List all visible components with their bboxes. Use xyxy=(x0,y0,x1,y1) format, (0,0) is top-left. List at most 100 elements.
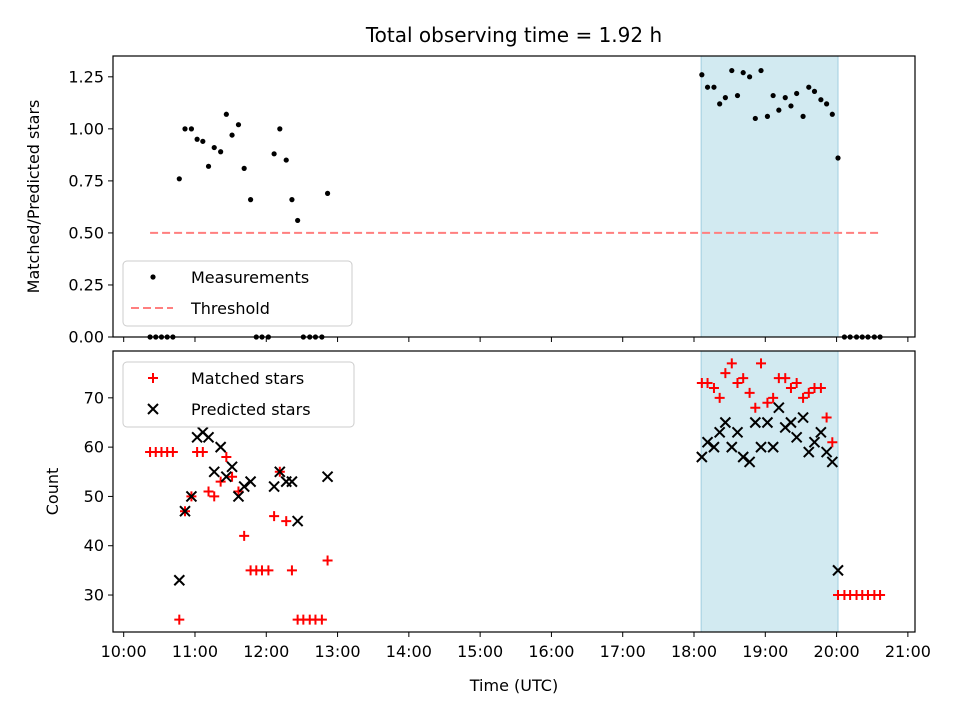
x-axis-label: Time (UTC) xyxy=(469,676,558,695)
predicted-stars-point xyxy=(797,411,809,424)
measurement-point xyxy=(211,144,217,151)
matched-stars-point xyxy=(744,387,755,398)
matched-stars-point xyxy=(827,437,838,448)
predicted-stars-point xyxy=(743,456,756,468)
predicted-stars-point xyxy=(773,401,785,414)
measurement-point xyxy=(188,126,195,132)
measurement-point xyxy=(194,136,200,142)
matched-stars-point xyxy=(768,392,779,403)
matched-stars-point xyxy=(720,368,731,379)
matched-stars-point xyxy=(209,491,220,502)
predicted-stars-point xyxy=(286,475,298,488)
matched-stars-point xyxy=(875,590,886,601)
axes-frame xyxy=(112,350,916,633)
predicted-stars-point xyxy=(761,416,774,429)
predicted-stars-point xyxy=(785,416,797,429)
matched-stars-point xyxy=(708,382,719,393)
matched-stars-point xyxy=(798,392,809,403)
y-tick-label: 1.25 xyxy=(68,67,104,86)
y-tick-label: 30 xyxy=(84,586,104,605)
legend-marker-predicted xyxy=(147,403,159,415)
measurement-point xyxy=(182,126,188,132)
measurement-point xyxy=(277,126,283,132)
predicted-stars-point xyxy=(202,431,215,443)
legend-marker-matched xyxy=(148,373,158,383)
chart-title: Total observing time = 1.92 h xyxy=(365,23,662,47)
matched-stars-point xyxy=(714,392,725,403)
legend-box xyxy=(122,260,353,327)
measurement-point xyxy=(324,190,331,196)
predicted-stars-point xyxy=(226,461,238,473)
matched-stars-point xyxy=(750,402,761,413)
measurement-point xyxy=(800,113,806,119)
measurement-point xyxy=(247,197,254,203)
legend-label: Threshold xyxy=(190,299,270,318)
matched-stars-point xyxy=(762,397,773,408)
y-axis-label: Matched/Predicted stars xyxy=(24,100,43,294)
y-tick-label: 50 xyxy=(84,487,104,506)
predicted-stars-point xyxy=(803,446,815,458)
predicted-stars-point xyxy=(826,456,839,468)
shaded-interval xyxy=(700,350,839,633)
predicted-stars-point xyxy=(708,441,720,453)
y-tick-label: 60 xyxy=(84,438,104,457)
predicted-stars-point xyxy=(731,426,744,439)
predicted-stars-point xyxy=(737,451,749,463)
x-tick-label: 13:00 xyxy=(315,642,361,661)
measurement-point xyxy=(782,95,788,101)
matched-stars-point xyxy=(227,471,238,482)
measurement-point xyxy=(835,155,841,161)
x-tick-label: 12:00 xyxy=(243,642,289,661)
measurement-point xyxy=(776,107,782,113)
predicted-stars-point xyxy=(719,416,732,429)
measurement-point xyxy=(229,132,235,138)
predicted-stars-point xyxy=(173,574,186,586)
measurement-point xyxy=(818,97,824,103)
matched-stars-point xyxy=(803,387,814,398)
matched-stars-point xyxy=(738,373,749,384)
x-tick-label: 11:00 xyxy=(172,642,218,661)
measurement-point xyxy=(283,157,289,163)
measurement-point xyxy=(176,176,182,182)
measurement-point xyxy=(824,101,830,107)
measurement-point xyxy=(829,111,835,117)
legend-label: Matched stars xyxy=(191,369,304,388)
x-tick-label: 10:00 xyxy=(101,642,147,661)
predicted-stars-point xyxy=(767,441,779,453)
predicted-stars-point xyxy=(321,471,334,483)
measurement-point xyxy=(218,149,224,155)
predicted-stars-point xyxy=(214,441,227,453)
measurement-point xyxy=(223,111,229,117)
measurement-point xyxy=(794,90,800,97)
matched-stars-point xyxy=(726,358,737,369)
measurement-point xyxy=(806,84,812,90)
measurement-point xyxy=(788,103,794,109)
y-tick-label: 1.00 xyxy=(68,119,104,138)
measurement-point xyxy=(241,165,247,171)
matched-stars-point xyxy=(221,451,232,462)
matched-stars-point xyxy=(203,486,214,497)
matched-stars-point xyxy=(322,555,333,566)
predicted-stars-point xyxy=(696,451,708,463)
predicted-stars-point xyxy=(749,416,762,429)
y-tick-label: 70 xyxy=(84,388,104,407)
matched-stars-point xyxy=(167,447,178,458)
legend-box xyxy=(122,361,355,428)
y-axis-label: Count xyxy=(43,468,62,516)
x-tick-label: 18:00 xyxy=(671,642,717,661)
predicted-stars-point xyxy=(208,466,220,478)
measurement-point xyxy=(205,163,212,169)
shaded-interval xyxy=(700,55,839,338)
legend-marker-measurements xyxy=(150,274,156,280)
y-tick-label: 0.75 xyxy=(68,171,104,190)
x-tick-label: 20:00 xyxy=(814,642,860,661)
matched-stars-point xyxy=(702,378,713,389)
measurement-point xyxy=(722,95,728,101)
matched-stars-point xyxy=(785,382,796,393)
predicted-stars-point xyxy=(232,490,245,503)
matched-stars-point xyxy=(263,565,274,576)
x-tick-label: 16:00 xyxy=(528,642,574,661)
legend-label: Predicted stars xyxy=(191,400,311,419)
predicted-stars-point xyxy=(220,471,233,483)
